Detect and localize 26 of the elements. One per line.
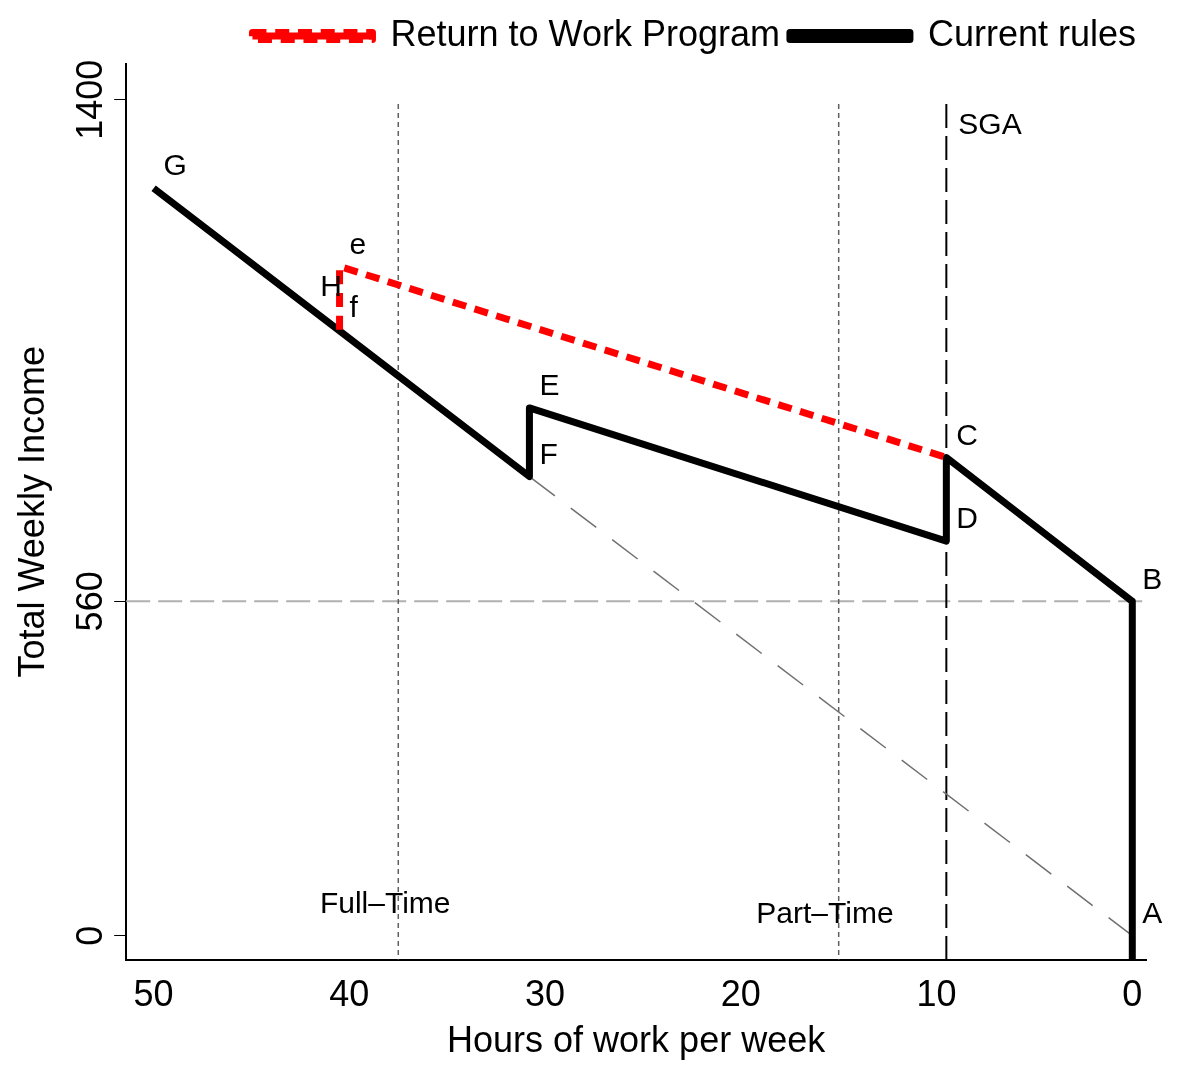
x-axis-title: Hours of work per week <box>447 1019 827 1061</box>
ref-line-label: SGA <box>958 107 1022 141</box>
annotation: E <box>539 368 560 402</box>
annotation: e <box>349 226 367 260</box>
ref-line-label: Part–Time <box>756 895 894 929</box>
x-tick-label: 20 <box>720 973 761 1015</box>
annotation: B <box>1142 561 1163 595</box>
annotation: H <box>320 269 342 303</box>
annotation: A <box>1142 895 1163 929</box>
annotation: C <box>956 417 979 451</box>
y-axis-title: Total Weekly Income <box>10 346 52 678</box>
y-tick-label: 1400 <box>69 59 111 140</box>
legend-label: Current rules <box>927 12 1137 54</box>
x-tick-label: 10 <box>916 973 957 1015</box>
y-tick-label: 560 <box>69 571 111 632</box>
annotation: G <box>163 148 187 182</box>
legend-label: Return to Work Program <box>390 12 780 54</box>
x-tick-label: 30 <box>525 973 566 1015</box>
x-tick-label: 0 <box>1122 973 1143 1015</box>
annotation: f <box>349 289 359 323</box>
x-tick-label: 40 <box>329 973 370 1015</box>
annotation: D <box>956 501 979 535</box>
annotation: F <box>539 436 558 470</box>
x-tick-label: 50 <box>133 973 174 1015</box>
ref-line-label: Full–Time <box>319 885 451 919</box>
y-tick-label: 0 <box>69 925 111 946</box>
